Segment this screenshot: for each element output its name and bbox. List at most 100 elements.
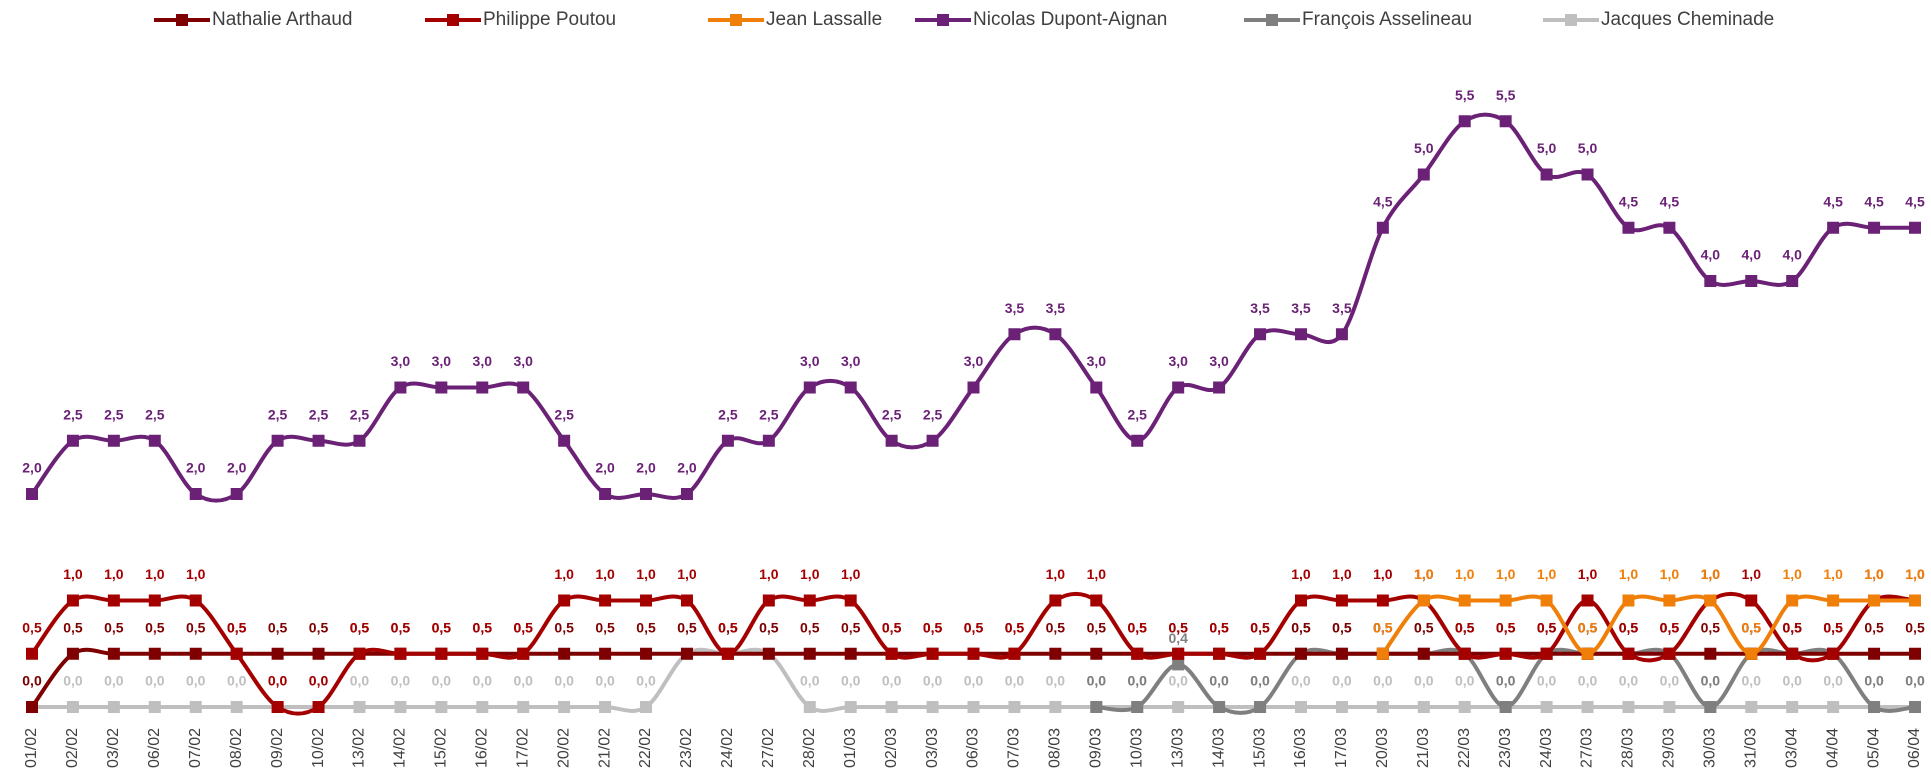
point-marker xyxy=(353,647,366,660)
data-label: 0,5 xyxy=(1332,619,1352,635)
point-marker xyxy=(1909,701,1921,713)
data-label: 0,5 xyxy=(391,619,411,635)
point-marker xyxy=(394,701,407,713)
data-label: 0,5 xyxy=(186,619,206,635)
data-label: 3,0 xyxy=(432,353,452,369)
data-label: 3,5 xyxy=(1250,300,1270,316)
legend-label: François Asselineau xyxy=(1302,9,1472,30)
point-marker xyxy=(926,647,939,660)
data-label: 0,0 xyxy=(964,673,984,689)
data-label: 5,0 xyxy=(1414,140,1434,156)
legend-item: Jean Lassalle xyxy=(708,9,882,30)
data-label: 1,0 xyxy=(104,566,124,582)
data-label: 0,0 xyxy=(636,673,656,689)
data-label: 0,5 xyxy=(718,619,738,635)
data-label: 0,0 xyxy=(186,673,206,689)
data-label: 0,5 xyxy=(1128,619,1148,635)
x-tick-label: 22/02 xyxy=(637,728,654,768)
data-label: 1,0 xyxy=(595,566,615,582)
point-marker xyxy=(517,381,530,394)
data-label: 0,5 xyxy=(227,619,247,635)
point-marker xyxy=(1335,594,1348,607)
point-marker xyxy=(599,594,612,607)
data-label: 1,0 xyxy=(1905,566,1925,582)
x-tick-label: 13/03 xyxy=(1169,728,1186,768)
data-label: 0,5 xyxy=(1455,619,1475,635)
x-tick-label: 07/03 xyxy=(1006,728,1023,768)
point-marker xyxy=(844,647,857,660)
data-label: 0,5 xyxy=(1823,619,1843,635)
x-tick-label: 29/03 xyxy=(1661,728,1678,768)
data-label: 0,0 xyxy=(22,673,42,689)
point-marker xyxy=(1704,701,1717,713)
x-tick-label: 02/02 xyxy=(64,728,81,768)
data-label: 0,5 xyxy=(841,619,861,635)
point-marker xyxy=(1499,115,1512,128)
point-marker xyxy=(394,647,407,660)
point-marker xyxy=(1909,647,1921,660)
data-label: 0,5 xyxy=(473,619,493,635)
data-label: 1,0 xyxy=(1087,566,1107,582)
point-marker xyxy=(1417,701,1430,713)
data-label: 2,5 xyxy=(145,406,165,422)
data-label: 0,0 xyxy=(1291,673,1311,689)
point-marker xyxy=(1827,221,1840,234)
data-label: 5,5 xyxy=(1455,87,1475,103)
data-label: 0,0 xyxy=(1537,673,1557,689)
data-label: 0,5 xyxy=(1782,619,1802,635)
x-tick-label: 28/03 xyxy=(1620,728,1637,768)
point-marker xyxy=(680,647,693,660)
data-label: 0,0 xyxy=(1168,673,1188,689)
data-label: 0,0 xyxy=(841,673,861,689)
point-marker xyxy=(107,434,120,447)
data-label: 0,0 xyxy=(1578,673,1598,689)
point-marker xyxy=(1417,168,1430,181)
data-label: 0,5 xyxy=(1537,619,1557,635)
point-marker xyxy=(599,701,612,713)
point-marker xyxy=(1622,647,1635,660)
legend-label: Nicolas Dupont-Aignan xyxy=(973,9,1167,30)
point-marker xyxy=(1745,701,1758,713)
point-marker xyxy=(599,488,612,500)
point-marker xyxy=(26,701,38,713)
point-marker xyxy=(1704,647,1717,660)
x-tick-label: 09/02 xyxy=(269,728,286,768)
data-label: 1,0 xyxy=(677,566,697,582)
data-label: 0,0 xyxy=(800,673,820,689)
data-label: 0,5 xyxy=(22,619,42,635)
point-marker xyxy=(1540,701,1553,713)
data-label: 1,0 xyxy=(1701,566,1721,582)
point-marker xyxy=(1458,115,1471,128)
data-label: 1,0 xyxy=(1291,566,1311,582)
point-marker xyxy=(107,647,120,660)
data-label: 0,0 xyxy=(309,673,329,689)
data-label: 3,5 xyxy=(1291,300,1311,316)
point-marker xyxy=(1458,701,1471,713)
point-marker xyxy=(1786,701,1799,713)
x-tick-label: 04/04 xyxy=(1824,728,1841,768)
point-marker xyxy=(230,647,243,660)
data-label: 0,0 xyxy=(1087,673,1107,689)
point-marker xyxy=(476,647,489,660)
data-label: 3,0 xyxy=(513,353,533,369)
data-label: 0,5 xyxy=(1823,619,1843,635)
legend-label: Jean Lassalle xyxy=(766,9,882,30)
point-marker xyxy=(1254,647,1267,660)
data-label: 0,0 xyxy=(554,673,574,689)
data-label: 0,5 xyxy=(391,619,411,635)
data-label: 0,5 xyxy=(1537,619,1557,635)
data-label: 3,5 xyxy=(1046,300,1066,316)
point-marker xyxy=(1827,701,1840,713)
legend-marker xyxy=(730,14,742,26)
data-label: 1,0 xyxy=(1496,566,1516,582)
point-marker xyxy=(1909,221,1921,234)
x-tick-label: 08/03 xyxy=(1047,728,1064,768)
point-marker xyxy=(1704,594,1717,607)
data-label: 0,5 xyxy=(350,619,370,635)
x-tick-label: 22/03 xyxy=(1456,728,1473,768)
point-marker xyxy=(1745,594,1758,607)
legend-label: Nathalie Arthaud xyxy=(212,9,353,30)
data-label: 0,0 xyxy=(513,673,533,689)
data-label: 2,5 xyxy=(63,406,83,422)
point-marker xyxy=(1254,701,1267,713)
